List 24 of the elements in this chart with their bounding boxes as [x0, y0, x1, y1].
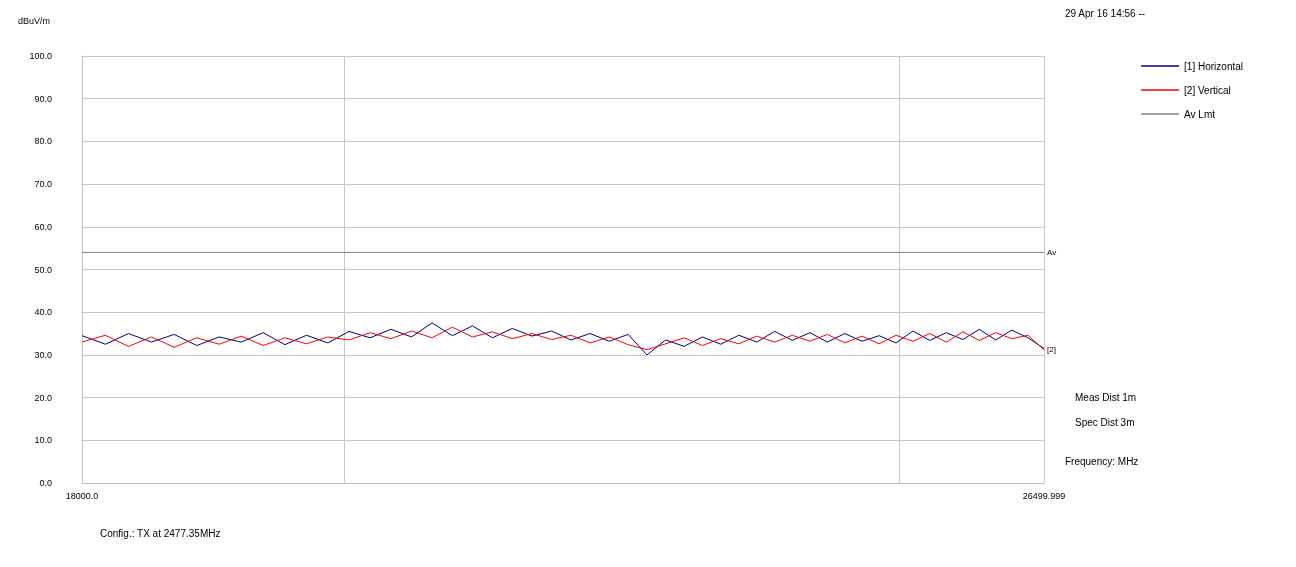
annotation: [2]	[1047, 345, 1056, 355]
y-tick-label: 30.0	[34, 349, 52, 360]
x-tick-label: 26499.999	[1022, 490, 1066, 501]
y-tick-label: 50.0	[34, 264, 52, 275]
legend-label: [2] Vertical	[1184, 84, 1231, 96]
y-tick-label: 10.0	[34, 435, 52, 446]
y-tick-label: 100.0	[29, 51, 52, 61]
y-tick-label: 80.0	[34, 136, 52, 147]
y-tick-label: 40.0	[34, 307, 52, 318]
legend-label: Av Lmt	[1184, 108, 1216, 120]
x-tick-label: 18000.0	[65, 490, 99, 501]
text: Spec Dist 3m	[1075, 416, 1135, 428]
annotation: Av	[1047, 247, 1057, 257]
y-axis-title: dBuV/m	[18, 15, 51, 26]
y-tick-label: 0.0	[39, 478, 52, 488]
y-tick-label: 20.0	[34, 392, 52, 403]
text: Meas Dist 1m	[1075, 391, 1137, 403]
legend-label: [1] Horizontal	[1184, 60, 1244, 72]
text: 29 Apr 16 14:56 --	[1065, 7, 1146, 19]
y-tick-label: 60.0	[34, 221, 52, 232]
y-tick-label: 90.0	[34, 93, 52, 104]
x-axis-title: Frequency: MHz	[1065, 455, 1139, 467]
y-tick-label: 70.0	[34, 179, 52, 190]
text: Config.: TX at 2477.35MHz	[100, 527, 221, 539]
